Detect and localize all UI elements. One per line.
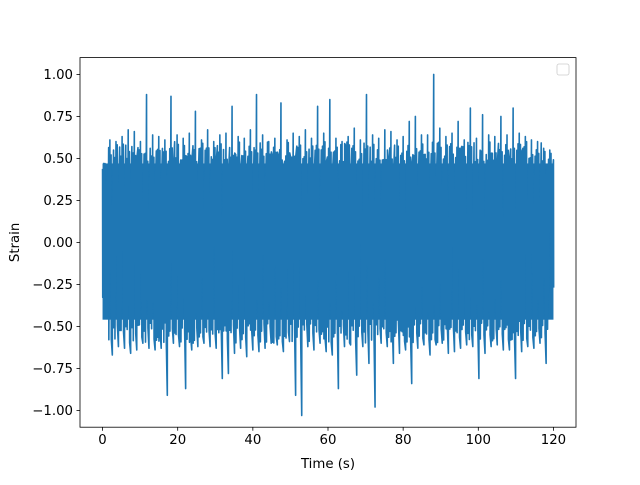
series-line [101,73,555,417]
y-tick-label: −0.25 [32,278,73,293]
x-tick-label: 40 [244,433,261,448]
legend-box [556,63,570,76]
x-axis-label: Time (s) [300,457,355,472]
x-tick-label: 20 [169,433,186,448]
y-tick-label: −0.75 [32,362,73,377]
y-tick-label: 0.25 [43,194,73,209]
y-tick-label: −1.00 [32,404,73,419]
y-tick-label: 0.75 [43,110,73,125]
x-tick-label: 120 [541,433,566,448]
y-tick-label: 1.00 [43,68,73,83]
y-tick-label: 0.50 [43,152,73,167]
x-tick-label: 0 [98,433,106,448]
y-tick-label: 0.00 [43,236,73,251]
x-axis: 0 20 40 60 80 100 120 [98,427,566,448]
y-axis: −1.00 −0.75 −0.50 −0.25 0.00 0.25 0.50 0.75 1.00 [32,68,80,419]
x-tick-label: 80 [395,433,412,448]
y-axis-label: Strain [8,223,23,262]
y-tick-label: −0.50 [32,320,73,335]
x-tick-label: 100 [466,433,491,448]
x-tick-label: 60 [320,433,337,448]
plot-area [101,73,555,417]
